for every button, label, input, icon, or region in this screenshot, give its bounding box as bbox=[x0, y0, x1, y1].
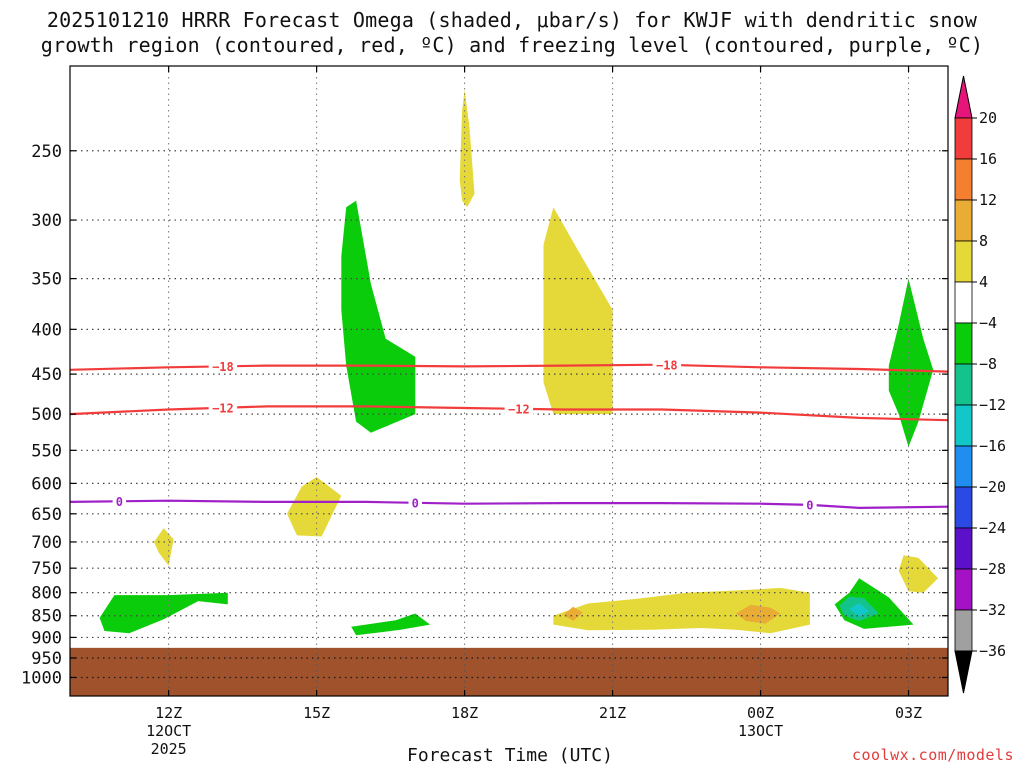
xtick-label-15Z: 15Z bbox=[303, 704, 330, 722]
omega-region-yellow-15z-mid bbox=[287, 477, 342, 537]
colorbar-band-0 bbox=[954, 117, 973, 160]
colorbar-band-7 bbox=[954, 404, 973, 447]
colorbar-band-1 bbox=[954, 158, 973, 201]
ytick-label-900: 900 bbox=[31, 628, 62, 648]
contour-label-bg-freezing-level-0-2 bbox=[803, 497, 817, 512]
omega-region-cyan-02z-low bbox=[849, 603, 870, 617]
colorbar-label-2: 12 bbox=[979, 191, 997, 209]
ytick-label-700: 700 bbox=[31, 533, 62, 553]
omega-region-green-16z-low bbox=[351, 613, 431, 636]
plot-frame bbox=[69, 65, 949, 697]
colorbar: 20 16 12 8 4 −4 −8 −12 −16 −20 −24 −28 −32 −36 bbox=[954, 75, 1006, 694]
omega-shaded-regions bbox=[99, 89, 939, 636]
colorbar-label-9: −20 bbox=[979, 478, 1006, 496]
omega-region-green-12z-low bbox=[99, 592, 228, 634]
contour-freezing-level-0 bbox=[69, 499, 949, 510]
xtick-label-00Z: 00Z bbox=[747, 704, 774, 722]
colorbar-band-4 bbox=[954, 281, 973, 324]
colorbar-label-11: −28 bbox=[979, 560, 1006, 578]
colorbar-label-1: 16 bbox=[979, 150, 997, 168]
contour-isotherm-minus18 bbox=[69, 363, 949, 373]
below-ground-grid bbox=[70, 647, 948, 696]
chart-title-line-2: growth region (contoured, red, ºC) and f… bbox=[40, 33, 984, 57]
contour-label-freezing-level-0-1: 0 bbox=[412, 496, 419, 510]
colorbar-band-10 bbox=[954, 527, 973, 570]
xtick-date-00Z: 13OCT bbox=[738, 722, 783, 740]
contour-label-isotherm-minus12-0: −12 bbox=[212, 401, 234, 415]
colorbar-label-0: 20 bbox=[979, 109, 997, 127]
contour-label-bg-isotherm-minus12-1 bbox=[504, 401, 534, 416]
colorbar-label-6: −8 bbox=[979, 355, 997, 373]
contour-label-bg-freezing-level-0-0 bbox=[112, 494, 127, 509]
colorbar-label-3: 8 bbox=[979, 232, 988, 250]
ytick-label-400: 400 bbox=[31, 320, 62, 340]
colorbar-band-2 bbox=[954, 199, 973, 242]
colorbar-band-12 bbox=[954, 609, 973, 652]
xtick-label-12Z: 12Z bbox=[155, 704, 182, 722]
ytick-label-550: 550 bbox=[31, 441, 62, 461]
colorbar-band-3 bbox=[954, 240, 973, 283]
contour-label-bg-isotherm-minus12-0 bbox=[208, 400, 238, 415]
contour-label-bg-freezing-level-0-1 bbox=[408, 495, 423, 510]
grid bbox=[70, 66, 948, 696]
contour-label-freezing-level-0-2: 0 bbox=[806, 498, 813, 512]
colorbar-label-8: −16 bbox=[979, 437, 1006, 455]
below-ground-area bbox=[70, 647, 948, 696]
colorbar-label-13: −36 bbox=[979, 642, 1006, 660]
colorbar-label-4: 4 bbox=[979, 273, 988, 291]
xtick-label-18Z: 18Z bbox=[451, 704, 478, 722]
contour-label-isotherm-minus18-0: −18 bbox=[212, 360, 234, 374]
xtick-label-03Z: 03Z bbox=[895, 704, 922, 722]
y-axis: 2503003504004505005506006507007508008509… bbox=[21, 142, 948, 688]
ytick-label-950: 950 bbox=[31, 649, 62, 669]
colorbar-band-11 bbox=[954, 568, 973, 611]
ytick-label-500: 500 bbox=[31, 405, 62, 425]
omega-region-yellow-03z-mid bbox=[898, 555, 939, 593]
x-axis-label: Forecast Time (UTC) bbox=[407, 745, 613, 766]
colorbar-label-5: −4 bbox=[979, 314, 997, 332]
colorbar-band-8 bbox=[954, 445, 973, 488]
credit-link[interactable]: coolwx.com/models bbox=[851, 746, 1014, 764]
chart-title-line-1: 2025101210 HRRR Forecast Omega (shaded, … bbox=[46, 8, 978, 32]
contour-label-freezing-level-0-0: 0 bbox=[116, 495, 123, 509]
xtick-date-12Z: 12OCT bbox=[146, 722, 191, 740]
colorbar-label-7: −12 bbox=[979, 396, 1006, 414]
temperature-contours: −18 −18 −12 −12 0 0 0 bbox=[69, 357, 949, 512]
ytick-label-600: 600 bbox=[31, 474, 62, 494]
xtick-label-21Z: 21Z bbox=[599, 704, 626, 722]
ytick-label-650: 650 bbox=[31, 505, 62, 525]
contour-label-bg-isotherm-minus18-0 bbox=[208, 359, 238, 374]
omega-region-yellow-20z-column bbox=[543, 207, 613, 415]
ytick-label-350: 350 bbox=[31, 270, 62, 290]
ytick-label-250: 250 bbox=[31, 142, 62, 162]
omega-region-yellow-20z-low-band bbox=[553, 587, 810, 634]
colorbar-label-10: −24 bbox=[979, 519, 1006, 537]
ytick-label-450: 450 bbox=[31, 365, 62, 385]
colorbar-label-12: −32 bbox=[979, 601, 1006, 619]
omega-region-yellow-18z-upper bbox=[459, 89, 475, 208]
ytick-label-1000: 1000 bbox=[21, 668, 62, 688]
contour-label-isotherm-minus18-1: −18 bbox=[656, 358, 678, 372]
colorbar-band-6 bbox=[954, 363, 973, 406]
colorbar-band-9 bbox=[954, 486, 973, 529]
contour-label-isotherm-minus12-1: −12 bbox=[508, 402, 530, 416]
contour-label-bg-isotherm-minus18-1 bbox=[652, 357, 682, 372]
colorbar-bottom-arrow bbox=[954, 650, 973, 694]
ytick-label-850: 850 bbox=[31, 607, 62, 627]
ytick-label-750: 750 bbox=[31, 559, 62, 579]
omega-region-green-03z-column bbox=[888, 278, 934, 447]
omega-region-orange-20z-low bbox=[563, 606, 583, 621]
omega-region-green-15z-column bbox=[341, 200, 416, 433]
ytick-label-300: 300 bbox=[31, 211, 62, 231]
omega-region-orange-00z-low bbox=[735, 604, 781, 624]
omega-region-yellow-12z-mid bbox=[153, 528, 174, 566]
colorbar-band-5 bbox=[954, 322, 973, 365]
colorbar-top-arrow bbox=[954, 75, 973, 119]
ytick-label-800: 800 bbox=[31, 584, 62, 604]
xtick-year-12Z: 2025 bbox=[151, 740, 187, 758]
